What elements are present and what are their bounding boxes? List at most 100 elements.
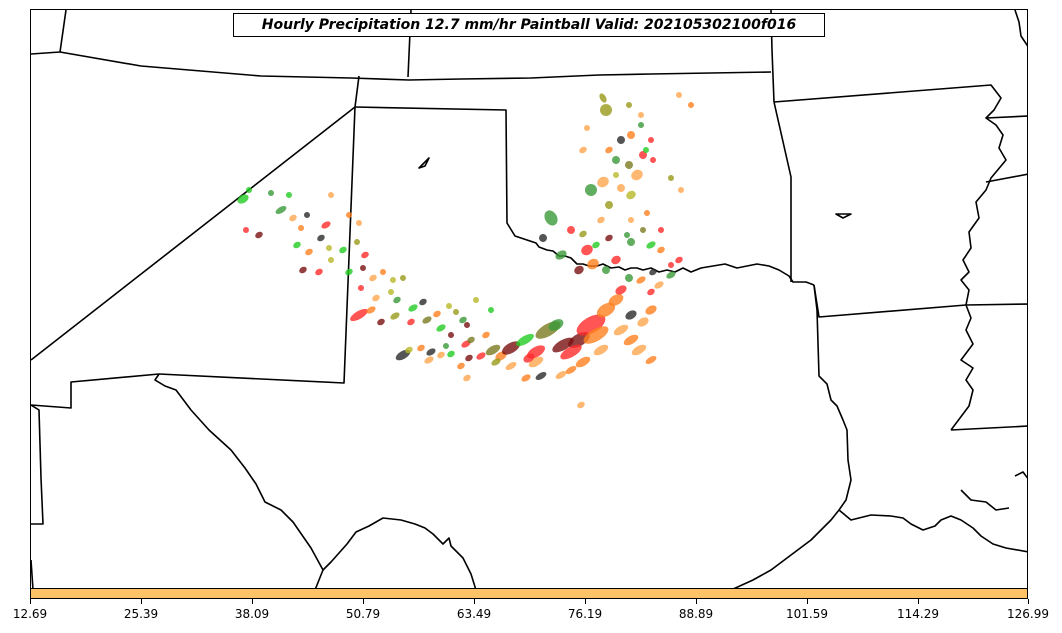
state-border (950, 425, 1027, 431)
coast-islands (960, 489, 1010, 511)
precip-blob (405, 346, 413, 354)
precip-blob (645, 356, 657, 364)
precip-blob (298, 225, 304, 231)
state-border (985, 173, 1027, 183)
precip-blob (576, 314, 606, 336)
precip-blob (315, 268, 323, 276)
state-border (773, 101, 792, 282)
new-mexico-border (31, 373, 160, 409)
colorbar-tick (141, 599, 142, 604)
precip-blob (639, 150, 647, 159)
precip-blob (443, 343, 449, 349)
precip-blob (437, 351, 445, 359)
precip-blob (628, 217, 634, 223)
precip-blob (521, 374, 531, 382)
precip-blob (366, 306, 376, 314)
precip-blob (646, 241, 656, 249)
precip-blob (638, 112, 644, 118)
precip-blob (579, 146, 587, 154)
colorbar-tick (918, 599, 919, 604)
precip-blob (647, 288, 655, 296)
precip-blob (505, 362, 517, 370)
precip-blob (648, 137, 654, 144)
mississippi-river (950, 117, 1007, 431)
precip-blob (638, 121, 644, 128)
colorbar-tick (585, 599, 586, 604)
precip-blob (243, 227, 249, 233)
colorbar-tick (696, 599, 697, 604)
precip-blob (544, 210, 558, 226)
colorbar-tick-label: 114.29 (897, 607, 939, 621)
map-title: Hourly Precipitation 12.7 mm/hr Paintbal… (233, 13, 825, 37)
precip-blob (286, 192, 292, 198)
precip-blob (668, 262, 674, 268)
state-border (31, 75, 360, 361)
colorbar-tick (30, 599, 31, 604)
precip-blob (593, 344, 609, 356)
precip-blob (625, 161, 633, 169)
precip-blob (658, 227, 664, 234)
precip-blob (608, 294, 624, 306)
precip-blob (275, 206, 287, 214)
precip-blob (377, 318, 385, 326)
precip-blob (611, 255, 621, 265)
precip-blob (457, 362, 465, 370)
precip-blob (577, 401, 585, 409)
precip-blob (237, 194, 249, 204)
precip-blob (612, 156, 620, 164)
precip-blob (624, 232, 630, 238)
precip-blob (666, 271, 676, 279)
colorbar-tick-label: 50.79 (345, 607, 381, 621)
precip-blob (640, 227, 646, 234)
precip-blob (688, 102, 694, 108)
precip-blob (617, 136, 625, 145)
precip-blob (255, 231, 263, 239)
precip-blob (446, 303, 452, 309)
precip-blob (583, 326, 609, 344)
precip-blob (465, 354, 473, 362)
precip-blob (369, 274, 377, 282)
state-border (158, 106, 356, 384)
colorbar (30, 588, 1028, 599)
precip-blob (597, 176, 609, 188)
lake (418, 157, 430, 169)
colorbar-tick (363, 599, 364, 604)
precip-blob (555, 371, 567, 379)
precip-blob (304, 212, 310, 218)
map-canvas (31, 10, 1027, 588)
precip-blob (625, 274, 633, 282)
precip-blob (345, 268, 353, 276)
precip-blob (317, 234, 325, 242)
precip-blob (463, 374, 471, 382)
precip-blob (482, 331, 490, 339)
precip-blob (585, 184, 597, 196)
precip-blob (417, 344, 425, 352)
precip-blob (602, 266, 610, 274)
precip-blob (636, 276, 646, 284)
colorbar-tick-label: 88.89 (678, 607, 714, 621)
precip-blob (448, 332, 454, 338)
precip-blob (424, 356, 434, 364)
precip-blob (473, 297, 479, 303)
colorbar-tick-label: 126.99 (1007, 607, 1049, 621)
colorbar-tick-label: 63.49 (456, 607, 492, 621)
precip-blob (574, 265, 584, 275)
precip-blob (613, 324, 629, 336)
state-border (31, 10, 67, 55)
precip-blob (393, 296, 401, 304)
precip-blob (613, 172, 619, 178)
precip-blob (625, 310, 637, 320)
precip-blob (567, 226, 575, 235)
precip-blob (523, 353, 535, 363)
precip-blob (426, 348, 436, 356)
precip-blob (592, 241, 600, 249)
precip-blob (501, 341, 521, 355)
precip-blob (575, 356, 591, 368)
precip-blob (597, 216, 605, 224)
state-border (31, 559, 34, 588)
precip-blob (339, 246, 347, 254)
precip-blob (649, 268, 657, 276)
precip-blob (358, 285, 364, 291)
precip-blob (299, 266, 307, 274)
precip-blob (447, 350, 455, 358)
